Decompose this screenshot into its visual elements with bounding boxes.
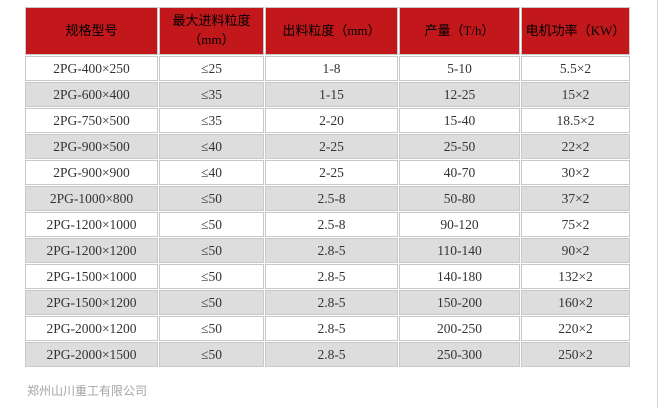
- table-row: 2PG-1200×1200 ≤50 2.8-5 110-140 90×2: [26, 239, 629, 262]
- table-cell: 2.5-8: [266, 187, 397, 210]
- table-row: 2PG-600×400 ≤35 1-15 12-25 15×2: [26, 83, 629, 106]
- table-cell: 2-25: [266, 161, 397, 184]
- table-cell: ≤50: [160, 343, 263, 366]
- table-cell: 1-15: [266, 83, 397, 106]
- table-cell: ≤35: [160, 109, 263, 132]
- table-cell: 2PG-750×500: [26, 109, 157, 132]
- table-cell: 25-50: [400, 135, 519, 158]
- table-cell: 12-25: [400, 83, 519, 106]
- table-cell: 30×2: [522, 161, 629, 184]
- table-cell: ≤25: [160, 57, 263, 80]
- table-cell: 2PG-1200×1200: [26, 239, 157, 262]
- table-cell: 2.8-5: [266, 291, 397, 314]
- table-cell: 2PG-1500×1200: [26, 291, 157, 314]
- table-cell: 2PG-400×250: [26, 57, 157, 80]
- table-cell: 2PG-900×500: [26, 135, 157, 158]
- table-cell: 5.5×2: [522, 57, 629, 80]
- table-cell: 110-140: [400, 239, 519, 262]
- table-cell: 250×2: [522, 343, 629, 366]
- table-row: 2PG-1500×1200 ≤50 2.8-5 150-200 160×2: [26, 291, 629, 314]
- table-cell: 2PG-1500×1000: [26, 265, 157, 288]
- table-cell: ≤50: [160, 187, 263, 210]
- table-row: 2PG-2000×1500 ≤50 2.8-5 250-300 250×2: [26, 343, 629, 366]
- table-row: 2PG-1500×1000 ≤50 2.8-5 140-180 132×2: [26, 265, 629, 288]
- header-row: 规格型号 最大进料粒度（mm） 出料粒度（mm） 产量（T/h） 电机功率（KW…: [26, 8, 629, 54]
- table-cell: 2.8-5: [266, 239, 397, 262]
- table-cell: 2PG-2000×1500: [26, 343, 157, 366]
- table-cell: 50-80: [400, 187, 519, 210]
- table-cell: 5-10: [400, 57, 519, 80]
- table-cell: 2.8-5: [266, 317, 397, 340]
- table-cell: 75×2: [522, 213, 629, 236]
- table-row: 2PG-1000×800 ≤50 2.5-8 50-80 37×2: [26, 187, 629, 210]
- table-row: 2PG-900×900 ≤40 2-25 40-70 30×2: [26, 161, 629, 184]
- table-row: 2PG-750×500 ≤35 2-20 15-40 18.5×2: [26, 109, 629, 132]
- table-cell: ≤50: [160, 291, 263, 314]
- table-cell: ≤40: [160, 161, 263, 184]
- table-cell: 15-40: [400, 109, 519, 132]
- header-cell-max-feed: 最大进料粒度（mm）: [160, 8, 263, 54]
- table-cell: 2.8-5: [266, 343, 397, 366]
- table-cell: 15×2: [522, 83, 629, 106]
- table-cell: 90-120: [400, 213, 519, 236]
- header-cell-model: 规格型号: [26, 8, 157, 54]
- table-cell: 2PG-600×400: [26, 83, 157, 106]
- company-footer: 郑州山川重工有限公司: [27, 384, 148, 398]
- table-cell: 200-250: [400, 317, 519, 340]
- table-row: 2PG-1200×1000 ≤50 2.5-8 90-120 75×2: [26, 213, 629, 236]
- table-row: 2PG-400×250 ≤25 1-8 5-10 5.5×2: [26, 57, 629, 80]
- table-cell: ≤50: [160, 213, 263, 236]
- table-cell: ≤40: [160, 135, 263, 158]
- table-cell: ≤50: [160, 239, 263, 262]
- table-cell: 2PG-2000×1200: [26, 317, 157, 340]
- table-cell: 2PG-1000×800: [26, 187, 157, 210]
- table-cell: 220×2: [522, 317, 629, 340]
- table-cell: 250-300: [400, 343, 519, 366]
- table-cell: 132×2: [522, 265, 629, 288]
- table-row: 2PG-2000×1200 ≤50 2.8-5 200-250 220×2: [26, 317, 629, 340]
- page-edge-divider: [657, 0, 658, 408]
- table-cell: ≤50: [160, 317, 263, 340]
- table-cell: 160×2: [522, 291, 629, 314]
- table-cell: 150-200: [400, 291, 519, 314]
- table-header: 规格型号 最大进料粒度（mm） 出料粒度（mm） 产量（T/h） 电机功率（KW…: [26, 8, 629, 54]
- table-cell: 37×2: [522, 187, 629, 210]
- table-cell: 1-8: [266, 57, 397, 80]
- table-cell: 18.5×2: [522, 109, 629, 132]
- table-cell: 2-25: [266, 135, 397, 158]
- header-cell-capacity: 产量（T/h）: [400, 8, 519, 54]
- table-cell: 22×2: [522, 135, 629, 158]
- table-cell: 2.8-5: [266, 265, 397, 288]
- table-row: 2PG-900×500 ≤40 2-25 25-50 22×2: [26, 135, 629, 158]
- table-cell: ≤35: [160, 83, 263, 106]
- header-cell-motor-power: 电机功率（KW）: [522, 8, 629, 54]
- table-cell: 2-20: [266, 109, 397, 132]
- table-body: 2PG-400×250 ≤25 1-8 5-10 5.5×2 2PG-600×400 ≤35…: [26, 57, 629, 366]
- table-cell: 2PG-1200×1000: [26, 213, 157, 236]
- table-cell: ≤50: [160, 265, 263, 288]
- header-cell-discharge: 出料粒度（mm）: [266, 8, 397, 54]
- table-cell: 2.5-8: [266, 213, 397, 236]
- table-cell: 40-70: [400, 161, 519, 184]
- table-cell: 90×2: [522, 239, 629, 262]
- table-cell: 2PG-900×900: [26, 161, 157, 184]
- spec-table: 规格型号 最大进料粒度（mm） 出料粒度（mm） 产量（T/h） 电机功率（KW…: [23, 5, 632, 369]
- table-cell: 140-180: [400, 265, 519, 288]
